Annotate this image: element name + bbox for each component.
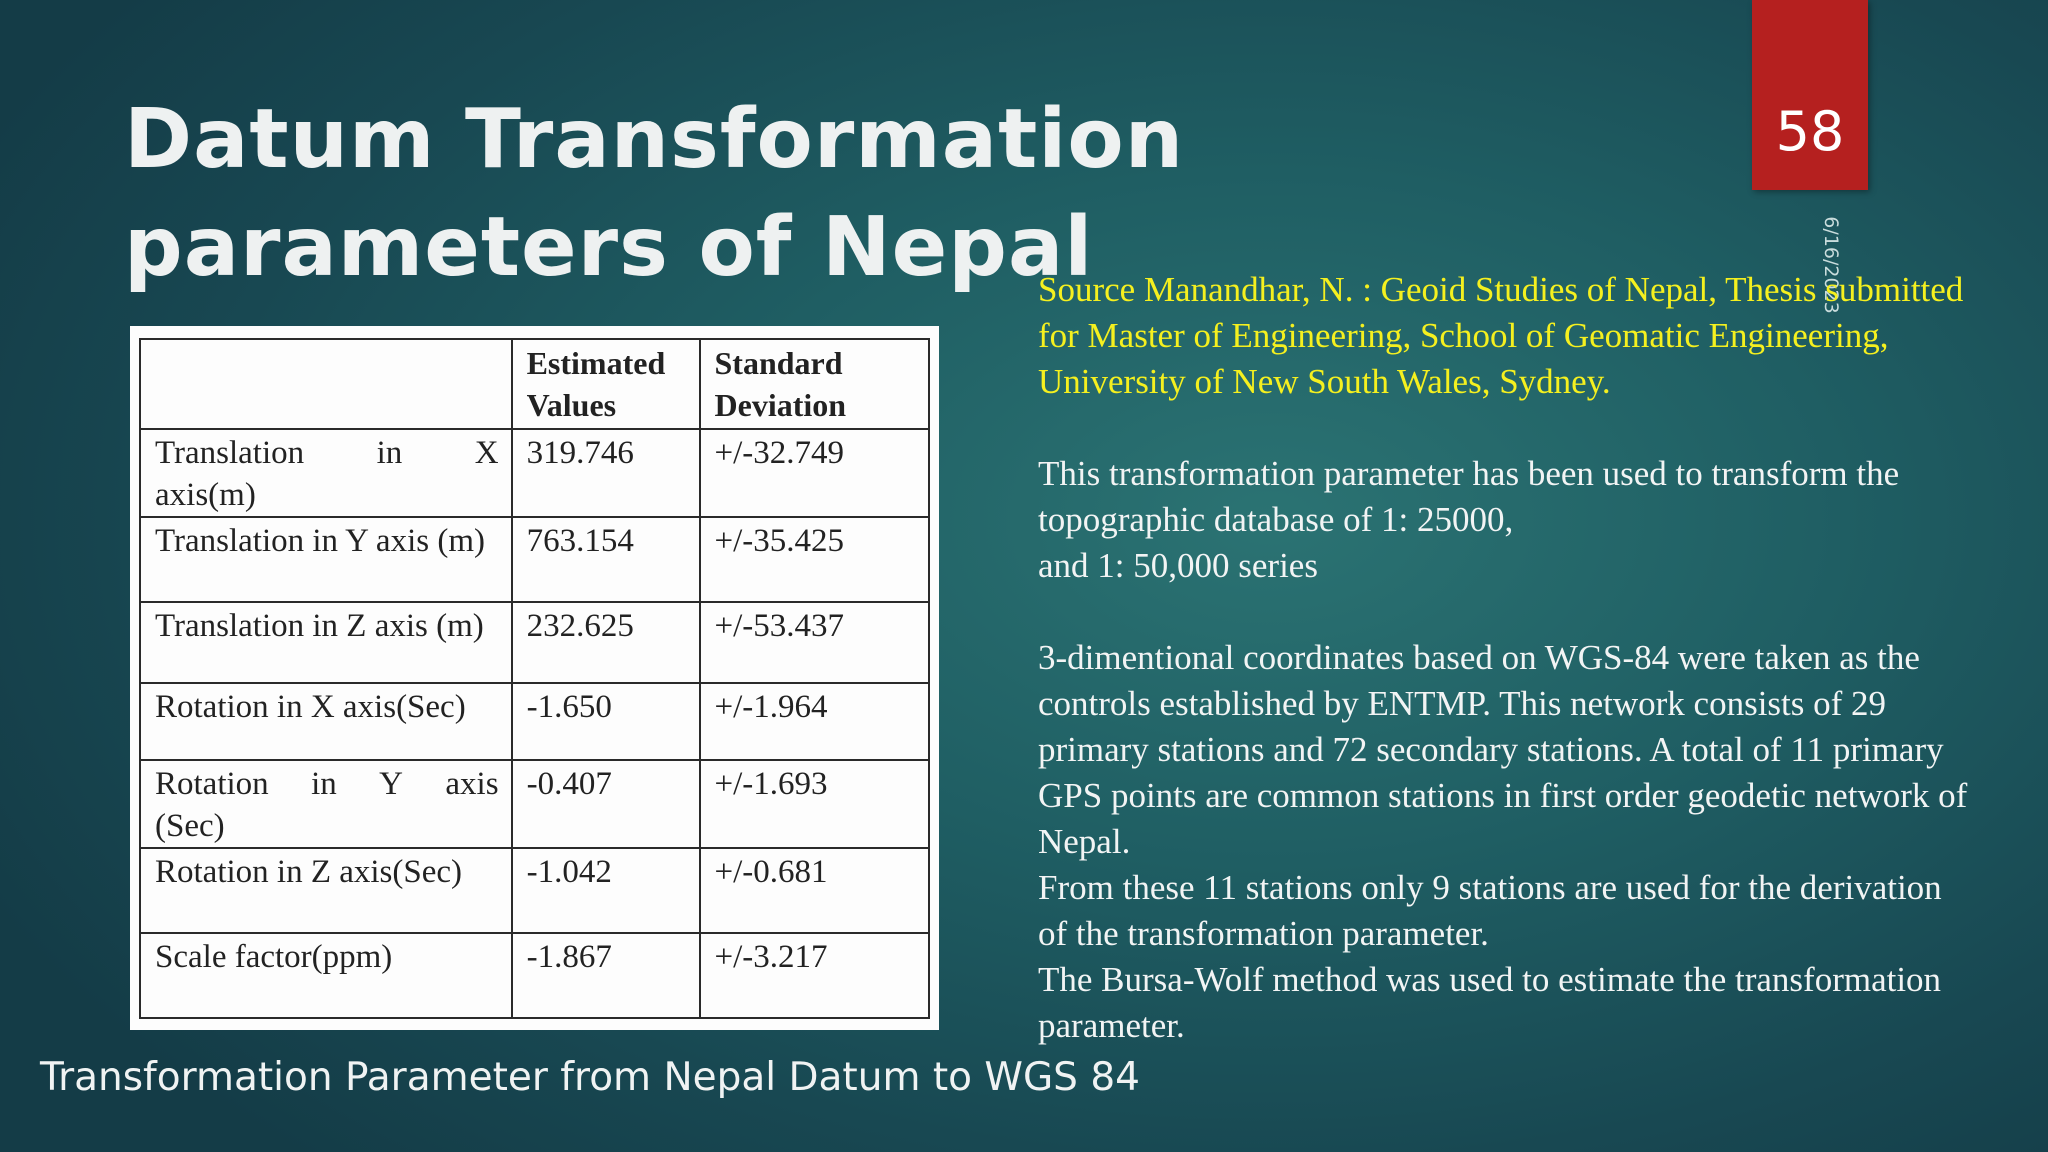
parameters-table-image: Estimated Values Standard Deviation Tran…: [130, 326, 939, 1030]
usage-paragraph-line1: This transformation parameter has been u…: [1038, 454, 1900, 539]
sd-cell: +/-1.964: [698, 682, 930, 761]
table-caption: Transformation Parameter from Nepal Datu…: [40, 1055, 1140, 1100]
param-word: Y: [379, 766, 403, 802]
slide-number-badge: 58: [1752, 0, 1868, 190]
param-tail: axis(m): [155, 477, 256, 513]
param-tail: (Sec): [155, 808, 225, 844]
table-header-parameter: [139, 338, 513, 430]
param-cell: Rotation in X axis(Sec): [139, 682, 513, 761]
table-row: Scale factor(ppm) -1.867 +/-3.217: [139, 932, 930, 1019]
estimated-cell: -1.867: [510, 932, 701, 1019]
param-word: axis: [445, 766, 499, 802]
table-row: Rotation in X axis(Sec) -1.650 +/-1.964: [139, 682, 930, 761]
param-cell: Rotation in Z axis(Sec): [139, 847, 513, 934]
stations-paragraph: From these 11 stations only 9 stations a…: [1038, 868, 1942, 953]
table-header-sd: Standard Deviation: [698, 338, 930, 430]
usage-paragraph-line2: and 1: 50,000 series: [1038, 546, 1318, 585]
source-citation: Source Manandhar, N. : Geoid Studies of …: [1038, 270, 1964, 401]
sd-cell: +/-53.437: [698, 601, 930, 684]
network-paragraph: 3-dimentional coordinates based on WGS-8…: [1038, 638, 1968, 861]
param-cell: Rotation in Y axis (Sec): [139, 759, 513, 849]
table-header-estimated: Estimated Values: [510, 338, 701, 430]
param-cell: Translation in Y axis (m): [139, 516, 513, 603]
param-line: Rotation in Y axis: [155, 763, 499, 805]
sd-cell: +/-0.681: [698, 847, 930, 934]
estimated-cell: -1.042: [510, 847, 701, 934]
param-word: in: [376, 435, 403, 471]
param-cell: Translation in X axis(m): [139, 428, 513, 518]
description-text: Source Manandhar, N. : Geoid Studies of …: [1038, 267, 1968, 1049]
sd-cell: +/-1.693: [698, 759, 930, 849]
parameters-table: Estimated Values Standard Deviation Tran…: [139, 338, 930, 1019]
estimated-cell: 319.746: [510, 428, 701, 518]
estimated-cell: 763.154: [510, 516, 701, 603]
sd-cell: +/-3.217: [698, 932, 930, 1019]
param-word: X: [474, 435, 499, 471]
table-row: Translation in X axis(m) 319.746 +/-32.7…: [139, 428, 930, 518]
table-row: Translation in Z axis (m) 232.625 +/-53.…: [139, 601, 930, 684]
param-line: Translation in X: [155, 432, 499, 474]
estimated-cell: 232.625: [510, 601, 701, 684]
param-word: Translation: [155, 435, 305, 471]
table-row: Rotation in Y axis (Sec) -0.407 +/-1.693: [139, 759, 930, 849]
method-paragraph: The Bursa-Wolf method was used to estima…: [1038, 960, 1942, 1045]
table-row: Translation in Y axis (m) 763.154 +/-35.…: [139, 516, 930, 603]
param-cell: Translation in Z axis (m): [139, 601, 513, 684]
sd-cell: +/-32.749: [698, 428, 930, 518]
param-word: in: [311, 766, 337, 802]
sd-cell: +/-35.425: [698, 516, 930, 603]
estimated-cell: -1.650: [510, 682, 701, 761]
table-row: Rotation in Z axis(Sec) -1.042 +/-0.681: [139, 847, 930, 934]
slide-title: Datum Transformation parameters of Nepal: [124, 92, 1185, 295]
estimated-cell: -0.407: [510, 759, 701, 849]
param-word: Rotation: [155, 766, 269, 802]
param-cell: Scale factor(ppm): [139, 932, 513, 1019]
slide-number: 58: [1775, 100, 1845, 163]
table-header-row: Estimated Values Standard Deviation: [139, 338, 930, 430]
